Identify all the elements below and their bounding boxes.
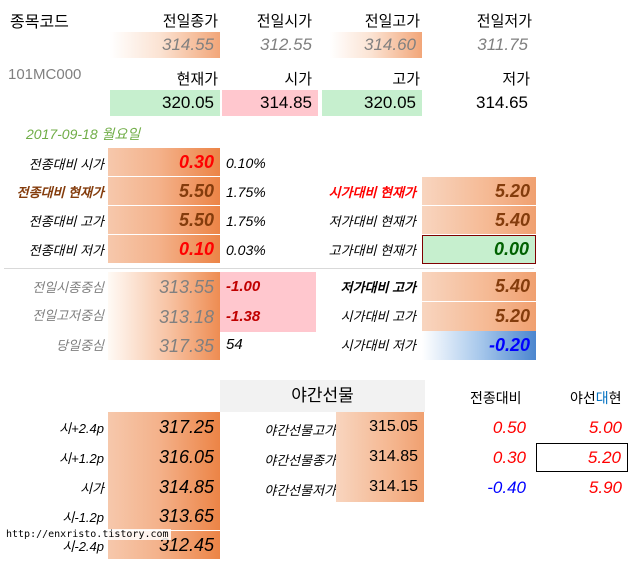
night-close-diff: 5.20 xyxy=(536,443,628,472)
cmp-prev-low-value: 0.10 xyxy=(108,235,220,263)
night-low-diff: 5.90 xyxy=(588,478,622,497)
open-header: 시가 xyxy=(284,71,312,88)
cmp-prev-low-label: 전종대비 저가 xyxy=(28,243,104,258)
cmp-prev-high-label: 전종대비 고가 xyxy=(28,214,104,229)
cmp-low-current-label: 저가대비 현재가 xyxy=(328,214,416,229)
pivot-plus-12-label: 시+1.2p xyxy=(59,451,104,466)
night-diff-header-c: 현 xyxy=(608,390,622,406)
night-diff-header-b: 대 xyxy=(595,390,609,406)
cmp-open-current-value: 5.20 xyxy=(422,177,536,205)
trade-date: 2017-09-18 월요일 xyxy=(26,126,141,142)
current-value: 320.05 xyxy=(110,90,220,116)
cmp-prev-open-value: 0.30 xyxy=(108,148,220,176)
night-close-value: 314.85 xyxy=(336,442,424,472)
pivot-plus-24-value: 317.25 xyxy=(108,412,220,442)
cmp-prev-open-pct: 0.10% xyxy=(226,155,266,171)
night-change-header: 전종대비 xyxy=(470,390,522,406)
range-low-high-label: 저가대비 고가 xyxy=(340,280,416,295)
night-futures-title: 야간선물 xyxy=(220,380,425,412)
night-close-label: 야간선물종가 xyxy=(264,453,336,468)
center-today-diff: 54 xyxy=(226,336,243,353)
cmp-prev-current-pct: 1.75% xyxy=(226,184,266,200)
pivot-open-value: 314.85 xyxy=(108,472,220,502)
high-header: 고가 xyxy=(392,71,420,88)
prev-open-header: 전일시가 xyxy=(256,13,312,30)
prev-close-header: 전일종가 xyxy=(162,13,218,30)
pivot-minus-24-label: 시-2.4p xyxy=(62,539,104,554)
night-low-label: 야간선물저가 xyxy=(264,483,336,498)
night-high-diff: 5.00 xyxy=(588,418,622,437)
pivot-plus-24-label: 시+2.4p xyxy=(59,421,104,436)
night-low-change: -0.40 xyxy=(487,478,526,497)
cmp-prev-high-pct: 1.75% xyxy=(226,213,266,229)
cmp-prev-open-label: 전종대비 시가 xyxy=(28,157,104,172)
prev-close-value: 314.55 xyxy=(110,32,220,58)
cmp-prev-high-value: 5.50 xyxy=(108,206,220,234)
code-value: 101MC000 xyxy=(8,66,82,83)
night-diff-header: 야선대현 xyxy=(570,388,622,408)
watermark-url: http://enxristo.tistory.com xyxy=(4,529,171,540)
night-close-change: 0.30 xyxy=(492,448,526,467)
night-high-value: 315.05 xyxy=(336,412,424,442)
open-value: 314.85 xyxy=(222,90,318,116)
cmp-high-current-label: 고가대비 현재가 xyxy=(328,243,416,258)
center-today-value: 317.35 xyxy=(108,332,220,360)
low-value: 314.65 xyxy=(476,93,528,112)
night-high-change: 0.50 xyxy=(492,418,526,437)
range-open-low-value: -0.20 xyxy=(422,331,536,360)
night-diff-header-a: 야선 xyxy=(570,390,596,406)
prev-open-value: 312.55 xyxy=(260,35,312,54)
cmp-prev-low-pct: 0.03% xyxy=(226,242,266,258)
prev-high-header: 전일고가 xyxy=(364,13,420,30)
pivot-plus-12-value: 316.05 xyxy=(108,442,220,472)
night-low-value: 314.15 xyxy=(336,472,424,502)
cmp-low-current-value: 5.40 xyxy=(422,206,536,234)
center-prev-oc-value: 313.55 xyxy=(108,272,220,302)
range-open-high-value: 5.20 xyxy=(422,302,536,331)
cmp-open-current-label: 시가대비 현재가 xyxy=(328,185,416,200)
low-header: 저가 xyxy=(502,71,530,88)
high-value: 320.05 xyxy=(322,90,422,116)
center-prev-hl-label: 전일고저중심 xyxy=(32,308,104,323)
center-prev-oc-label: 전일시종중심 xyxy=(32,280,104,295)
prev-high-value: 314.60 xyxy=(330,32,422,58)
range-low-high-value: 5.40 xyxy=(422,272,536,301)
center-prev-hl-value: 313.18 xyxy=(108,302,220,332)
center-prev-oc-diff: -1.00 xyxy=(220,272,316,302)
pivot-open-label: 시가 xyxy=(80,481,104,496)
cmp-prev-current-value: 5.50 xyxy=(108,177,220,205)
night-high-label: 야간선물고가 xyxy=(264,423,336,438)
pivot-minus-12-value: 313.65 xyxy=(108,502,220,530)
current-header: 현재가 xyxy=(176,71,218,88)
cmp-prev-current-label: 전종대비 현재가 xyxy=(16,185,104,200)
center-prev-hl-diff: -1.38 xyxy=(220,302,316,332)
code-label: 종목코드 xyxy=(10,14,69,31)
prev-low-header: 전일저가 xyxy=(476,13,532,30)
center-today-label: 당일중심 xyxy=(56,338,104,353)
range-open-high-label: 시가대비 고가 xyxy=(340,309,416,324)
pivot-minus-12-label: 시-1.2p xyxy=(62,510,104,525)
range-open-low-label: 시가대비 저가 xyxy=(340,338,416,353)
prev-low-value: 311.75 xyxy=(477,35,528,54)
cmp-high-current-value: 0.00 xyxy=(422,235,536,264)
section-divider xyxy=(4,268,534,269)
